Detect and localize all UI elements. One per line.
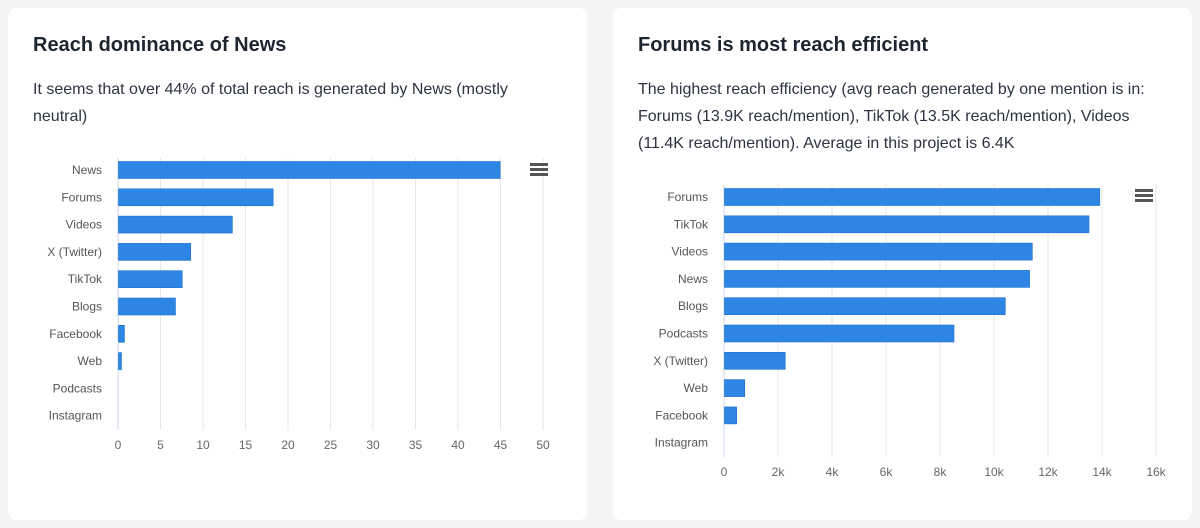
bar-facebook [724, 406, 737, 425]
reach-dominance-chart: 0 5 10 15 20 25 30 35 40 45 50 News Forums Videos X (T… [47, 158, 550, 452]
category-label: Forums [667, 190, 708, 204]
bar-forums [724, 188, 1101, 206]
reach-efficiency-chart: 0 2k 4k 6k 8k 10k 12k 14k 16k Forums TikTok Videos N… [653, 185, 1167, 479]
x-axis-tick-label: 0 [115, 438, 122, 452]
card-description: It seems that over 44% of total reach is… [33, 81, 508, 125]
x-axis-tick-label: 10k [984, 465, 1004, 479]
x-axis-tick-label: 35 [409, 438, 423, 452]
category-label: Web [78, 354, 103, 368]
bar-videos [724, 242, 1033, 261]
bar-tiktok [118, 270, 183, 289]
category-label: Videos [672, 245, 708, 259]
category-label: X (Twitter) [47, 245, 102, 259]
bar-tiktok [724, 215, 1090, 234]
category-label: Blogs [72, 300, 102, 314]
category-label: Facebook [49, 327, 103, 341]
bar-x-twitter- [724, 351, 786, 370]
category-label: Podcasts [53, 381, 102, 395]
category-label: Videos [66, 218, 102, 232]
x-axis-tick-label: 8k [934, 465, 948, 479]
x-axis-tick-label: 5 [157, 438, 164, 452]
category-label: Podcasts [659, 327, 708, 341]
x-axis-tick-label: 40 [451, 438, 465, 452]
x-axis-tick-label: 15 [239, 438, 253, 452]
bar-forums [118, 188, 274, 207]
bar-news [724, 270, 1030, 288]
bar-blogs [724, 297, 1006, 316]
bar-web [724, 379, 746, 397]
category-label: Forums [61, 190, 102, 204]
reach-dominance-card: Reach dominance of News It seems that ov… [8, 8, 587, 520]
x-axis-tick-label: 2k [772, 465, 786, 479]
bar-news [118, 161, 501, 179]
x-axis-tick-label: 4k [826, 465, 840, 479]
category-label: TikTok [68, 272, 103, 286]
bar-blogs [118, 297, 176, 316]
bar-x-twitter- [118, 243, 192, 261]
x-axis-tick-label: 6k [880, 465, 894, 479]
category-label: Facebook [655, 408, 709, 422]
card-description: The highest reach efficiency (avg reach … [638, 81, 1145, 152]
card-title: Forums is most reach efficient [638, 34, 929, 56]
category-label: Web [684, 381, 709, 395]
hamburger-menu-icon[interactable] [530, 163, 548, 176]
x-axis-tick-label: 14k [1092, 465, 1112, 479]
category-label: X (Twitter) [653, 354, 708, 368]
x-axis-tick-label: 50 [536, 438, 550, 452]
card-title: Reach dominance of News [33, 34, 287, 56]
reach-efficiency-card: Forums is most reach efficient The highe… [613, 8, 1192, 520]
x-axis-tick-label: 45 [494, 438, 508, 452]
x-axis-tick-label: 25 [324, 438, 338, 452]
x-axis-tick-label: 30 [366, 438, 380, 452]
bar-web [118, 352, 122, 370]
x-axis-tick-label: 0 [721, 465, 728, 479]
x-axis-tick-label: 16k [1146, 465, 1166, 479]
category-label: TikTok [674, 217, 709, 231]
x-axis-tick-label: 10 [196, 438, 210, 452]
x-axis-tick-label: 12k [1038, 465, 1058, 479]
x-axis-tick-label: 20 [281, 438, 295, 452]
category-label: Instagram [49, 409, 102, 423]
bar-podcasts [724, 324, 955, 343]
hamburger-menu-icon[interactable] [1135, 189, 1153, 202]
bar-facebook [118, 324, 125, 343]
category-label: News [72, 163, 102, 177]
category-label: News [678, 272, 708, 286]
bar-videos [118, 215, 233, 234]
category-label: Instagram [655, 436, 708, 450]
category-label: Blogs [678, 299, 708, 313]
